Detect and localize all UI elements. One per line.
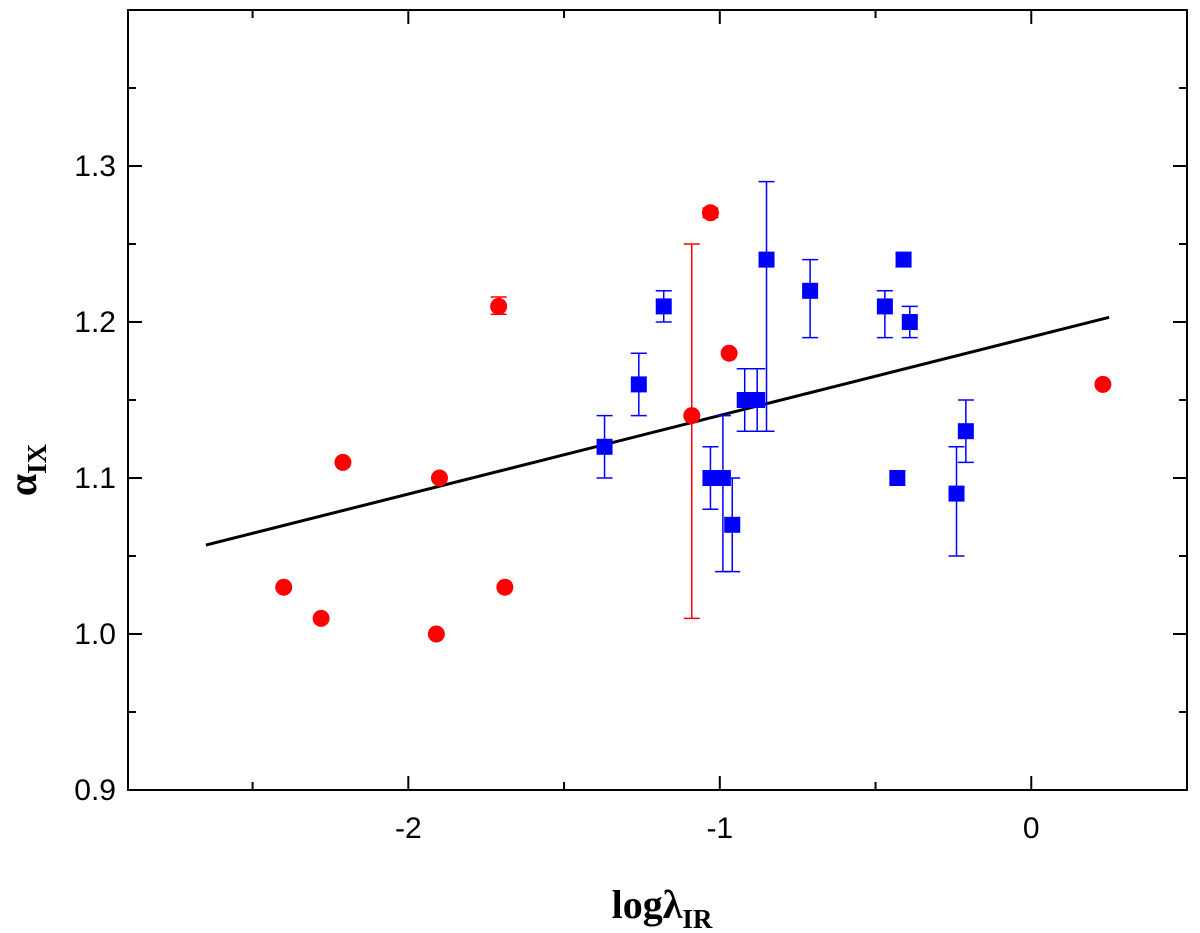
y-tick-label: 1.1 <box>74 462 116 495</box>
error-bar <box>758 180 775 432</box>
data-point-square <box>714 470 731 486</box>
y-axis-title-sub: IX <box>22 443 52 474</box>
data-point-circle <box>312 609 330 627</box>
y-axis-title: αIX <box>0 443 52 496</box>
data-point-square <box>736 392 753 408</box>
data-point-square <box>702 470 719 486</box>
x-axis-title-sub: IR <box>682 904 713 933</box>
data-point-circle <box>1094 375 1112 393</box>
x-axis-title: logλIR <box>612 882 713 933</box>
data-point-square <box>895 251 912 268</box>
y-axis: 0.9 1.0 1.1 1.2 1.3 <box>74 9 1187 807</box>
data-point-circle <box>334 453 352 471</box>
data-point-circle <box>720 344 738 362</box>
data-point-square <box>948 485 965 502</box>
y-axis-title-main: α <box>0 474 45 496</box>
error-bar <box>714 414 731 573</box>
data-point-square <box>749 392 766 408</box>
plot-border <box>127 9 1188 791</box>
data-point-circle <box>427 625 445 643</box>
data-point-circle <box>701 204 719 222</box>
series-circles <box>275 204 1112 643</box>
fit-line-layer <box>205 315 1110 547</box>
x-tick-label: -1 <box>706 812 733 845</box>
series-squares <box>596 180 974 573</box>
y-tick-label: 1.2 <box>74 306 116 339</box>
data-point-square <box>630 376 647 393</box>
data-point-circle <box>496 578 514 596</box>
data-point-circle <box>275 578 293 596</box>
data-point-square <box>889 470 906 486</box>
y-tick-label: 0.9 <box>74 774 116 807</box>
plot-frame <box>127 9 1188 791</box>
error-bar <box>683 243 700 620</box>
x-axis: -2 -1 0 <box>251 10 1188 845</box>
data-point-circle <box>430 469 448 487</box>
data-point-square <box>876 298 893 315</box>
data-point-circle <box>490 297 508 315</box>
data-point-square <box>802 282 819 299</box>
data-point-circle <box>683 407 701 425</box>
x-tick-label: 0 <box>1023 812 1040 845</box>
y-tick-label: 1.0 <box>74 618 116 651</box>
data-point-square <box>901 314 918 330</box>
data-series-layer <box>275 180 1112 643</box>
data-point-square <box>724 516 741 533</box>
y-tick-label: 1.3 <box>74 150 116 183</box>
x-tick-label: -2 <box>395 812 422 845</box>
data-point-square <box>957 423 974 440</box>
x-axis-title-main: logλ <box>612 882 683 927</box>
data-point-square <box>758 251 775 268</box>
data-point-square <box>596 438 613 455</box>
data-point-square <box>655 298 672 315</box>
fit-line <box>205 315 1110 547</box>
